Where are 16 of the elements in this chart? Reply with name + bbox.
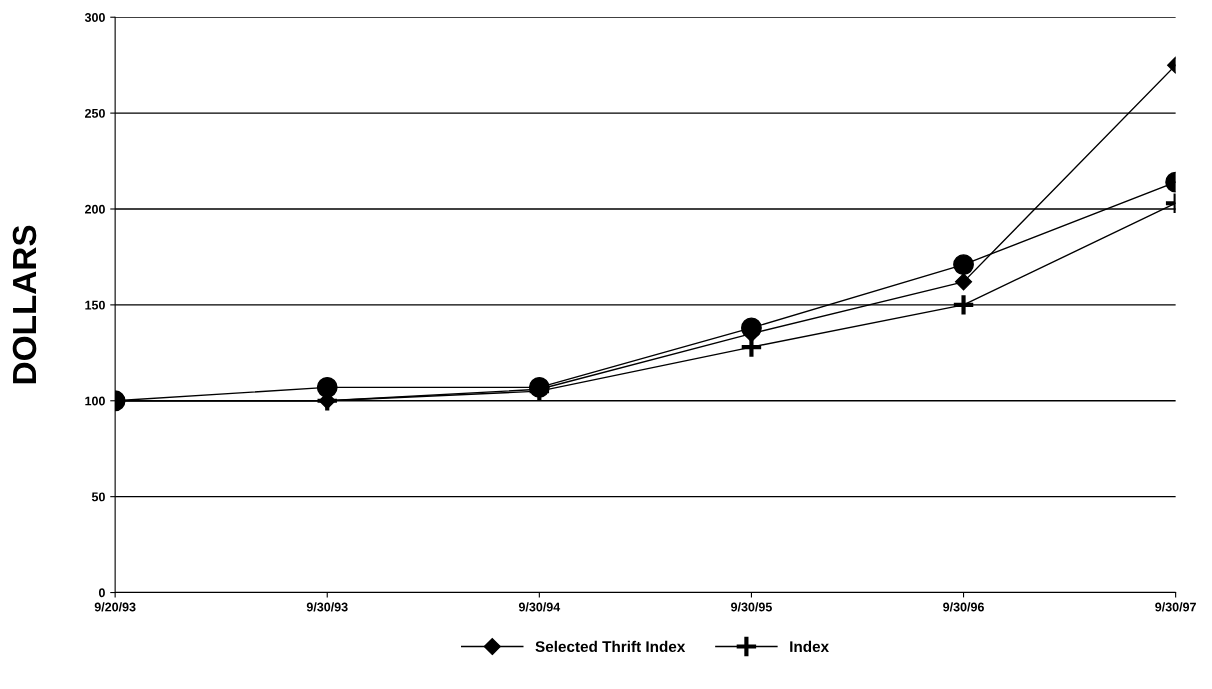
y-tick-label: 200 [85, 204, 105, 214]
legend-label: Index [790, 640, 829, 653]
x-tick-label: 9/30/95 [731, 602, 772, 612]
y-tick-label: 250 [85, 108, 105, 118]
y-tick-label: 150 [85, 300, 105, 310]
x-tick-label: 9/30/97 [1155, 602, 1196, 612]
legend-label: Selected Thrift Index [535, 640, 686, 653]
x-tick-label: 9/30/96 [943, 602, 984, 612]
x-tick-label: 9/30/93 [306, 602, 348, 612]
y-tick-label: 300 [84, 13, 105, 22]
x-tick-label: 9/30/94 [518, 602, 561, 612]
y-tick-label: 100 [85, 396, 105, 406]
x-tick-label: 9/20/93 [94, 602, 136, 612]
y-tick-label: 0 [98, 588, 105, 598]
y-tick-label: 50 [91, 492, 105, 502]
y-axis-title: DOLLARS [12, 225, 37, 384]
